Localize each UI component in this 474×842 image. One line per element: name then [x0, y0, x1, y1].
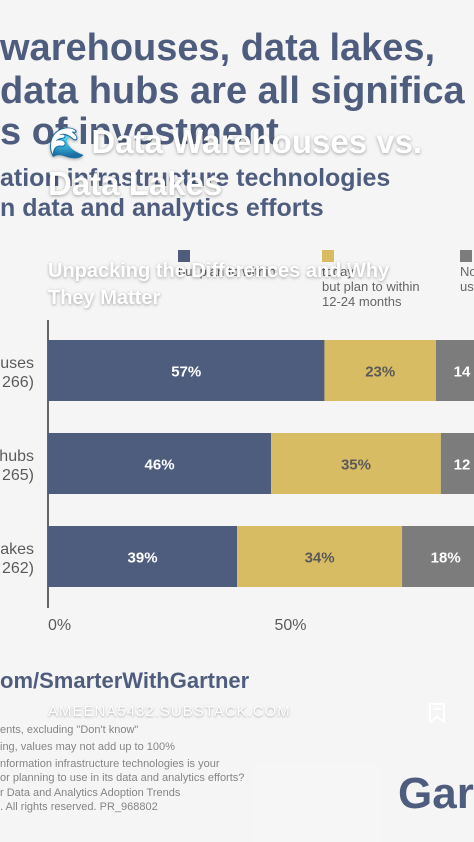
- x-tick-label: 0%: [48, 617, 71, 634]
- category-label: 266): [2, 374, 34, 391]
- bg-headline-line: data hubs are all significa: [0, 70, 465, 112]
- legend-label: No: [460, 264, 474, 279]
- bar-data-label: 23%: [365, 364, 395, 381]
- bar-data-label: 12: [454, 457, 471, 474]
- category-label: akes: [0, 541, 34, 558]
- bar-segment: [48, 433, 272, 494]
- publication-domain[interactable]: AMEENA5432.SUBSTACK.COM: [48, 703, 291, 720]
- category-label: 262): [2, 560, 34, 577]
- bar-segment: [48, 526, 238, 587]
- bar-segment: [324, 340, 436, 401]
- footnote-line: ing, values may not add up to 100%: [0, 741, 175, 753]
- bg-headline-line: s of investment: [0, 111, 279, 153]
- bookmark-icon[interactable]: [428, 703, 446, 723]
- bar-data-label: 34%: [305, 550, 335, 567]
- bg-headline-line: warehouses, data lakes,: [0, 27, 435, 69]
- bar-segment: [436, 340, 474, 401]
- legend-label: 12-24 months: [322, 294, 402, 309]
- legend-swatch: [460, 250, 472, 262]
- bar-data-label: 57%: [171, 364, 201, 381]
- bar-data-label: 46%: [145, 457, 175, 474]
- footnote-line: . All rights reserved. PR_968802: [0, 801, 158, 813]
- footnote-line: r Data and Analytics Adoption Trends: [0, 787, 181, 799]
- legend-swatch: [178, 250, 190, 262]
- category-label: uses: [0, 355, 34, 372]
- category-label: 265): [2, 467, 34, 484]
- legend-label: us: [460, 279, 474, 294]
- bar-data-label: 39%: [128, 550, 158, 567]
- category-label: hubs: [0, 448, 34, 465]
- bg-subheadline-line: n data and analytics efforts: [0, 194, 324, 222]
- footnote-line: or planning to use in its data and analy…: [0, 772, 244, 784]
- legend-label: today: [322, 264, 354, 279]
- bar-data-label: 18%: [431, 550, 461, 567]
- wave-icon: 🌊: [48, 126, 86, 161]
- x-tick-label: 50%: [274, 617, 306, 634]
- bg-subheadline-line: ation infrastructure technologies: [0, 164, 390, 192]
- post-subtitle: Unpacking the Differences and Why They M…: [48, 260, 390, 309]
- legend-label: but plan to within: [322, 279, 420, 294]
- legend-label: but plan to within: [178, 264, 276, 279]
- post-title-text: Data Warehouses vs. Data Lakes: [48, 123, 423, 202]
- post-title[interactable]: 🌊 Data Warehouses vs. Data Lakes: [48, 122, 428, 204]
- bar-segment: [440, 433, 474, 494]
- source-handle: om/SmarterWithGartner: [0, 668, 250, 693]
- legend-swatch: [322, 250, 334, 262]
- bar-data-label: 14: [454, 364, 471, 381]
- gartner-logo-text: Gar: [398, 769, 474, 818]
- bar-segment: [402, 526, 474, 587]
- bar-segment: [237, 526, 403, 587]
- bar-segment: [48, 340, 325, 401]
- bar-segment: [271, 433, 441, 494]
- bar-data-label: 35%: [341, 457, 371, 474]
- footnote-line: ents, excluding "Don't know": [0, 724, 138, 736]
- footnote-line: nformation infrastructure technologies i…: [0, 758, 220, 770]
